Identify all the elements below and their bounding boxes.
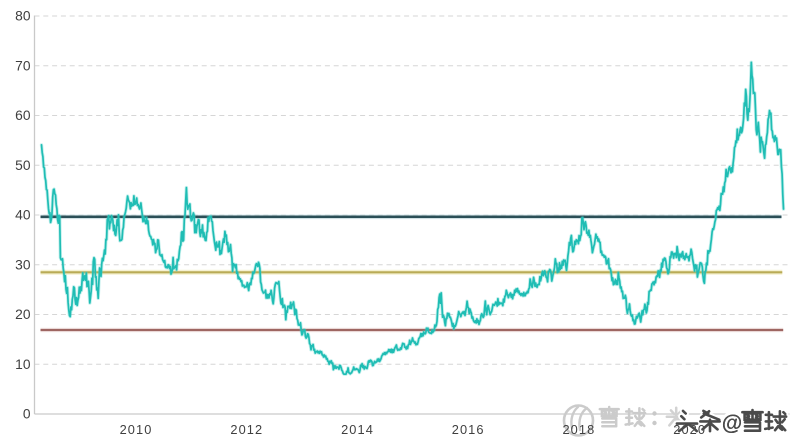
svg-text:2018: 2018 (562, 422, 595, 437)
svg-text:2020: 2020 (673, 422, 706, 437)
svg-text:10: 10 (15, 357, 31, 372)
svg-text:@: @ (722, 412, 742, 435)
svg-text:30: 30 (15, 257, 31, 272)
svg-text:70: 70 (15, 58, 31, 73)
svg-text:2016: 2016 (452, 422, 485, 437)
svg-text:20: 20 (15, 307, 31, 322)
svg-text:80: 80 (15, 9, 31, 24)
svg-text:60: 60 (15, 108, 31, 123)
svg-text:50: 50 (15, 158, 31, 173)
svg-text:40: 40 (15, 208, 31, 223)
svg-text:2010: 2010 (120, 422, 153, 437)
svg-text:0: 0 (23, 407, 31, 422)
svg-text:2012: 2012 (230, 422, 263, 437)
svg-text:@: @ (722, 412, 742, 435)
svg-text:2014: 2014 (341, 422, 374, 437)
